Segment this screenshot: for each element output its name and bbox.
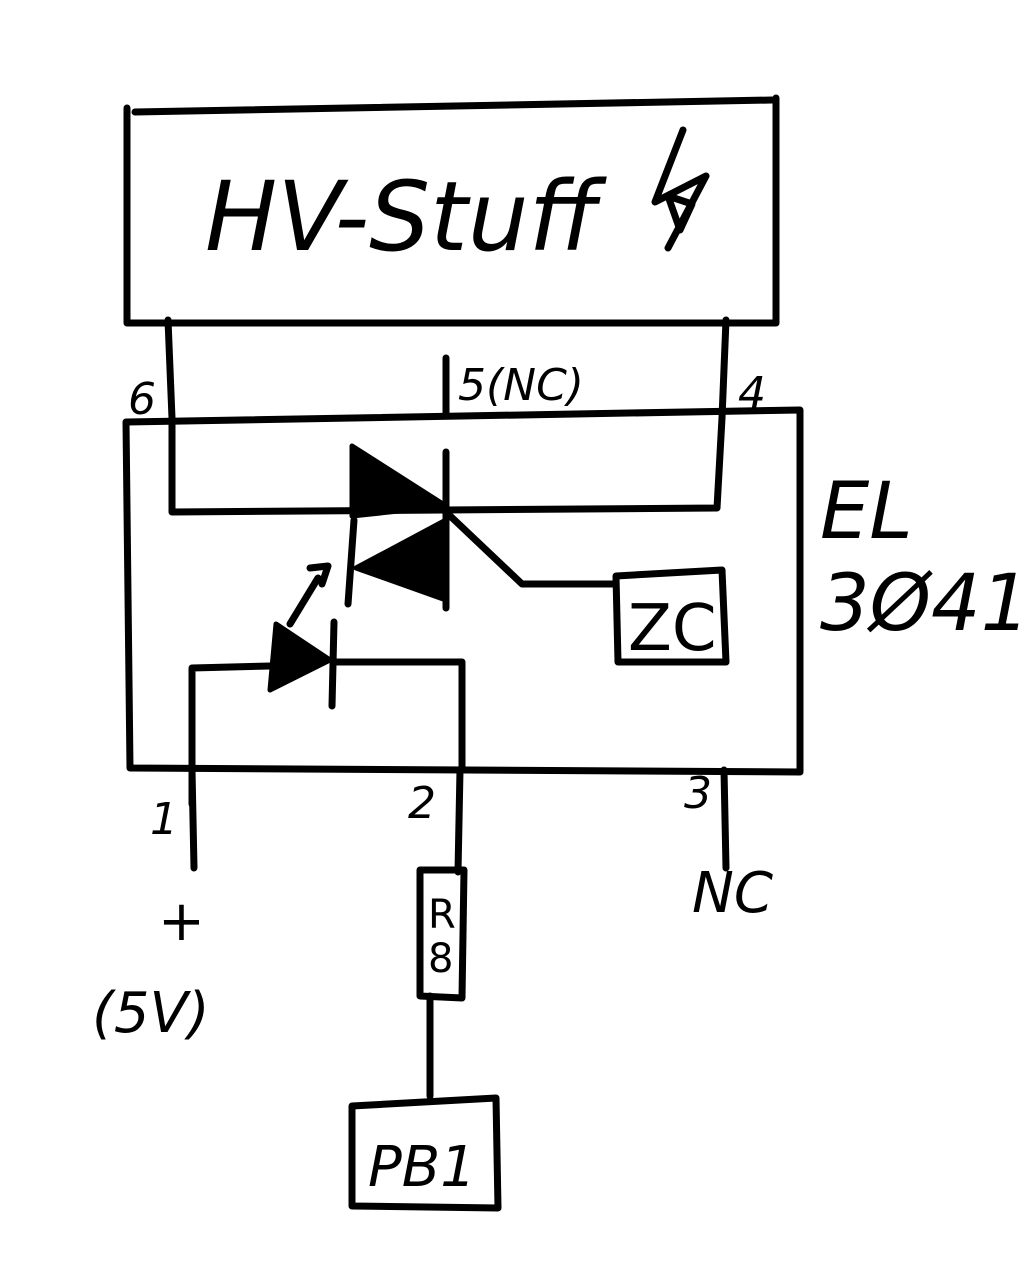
nc-label: NC [692, 861, 773, 926]
chip-name-line2: 3Ø41 [820, 559, 1024, 649]
resistor-label-line2: 8 [428, 936, 453, 982]
chip-outline [122, 406, 804, 776]
pb1-label: PB1 [368, 1135, 476, 1200]
pin-6-label: 6 [128, 374, 156, 425]
zero-cross-box: ZC [612, 566, 730, 666]
resistor-symbol: R 8 [416, 866, 468, 1100]
supply-plus-sign: + [158, 889, 205, 954]
resistor-label-line1: R [428, 892, 456, 938]
supply-voltage-label: (5V) [92, 981, 210, 1046]
hv-stuff-box: HV-Stuff [123, 94, 780, 327]
bottom-wires [188, 766, 730, 876]
zero-cross-label: ZC [628, 592, 717, 666]
lightning-icon [651, 126, 710, 252]
pb1-box: PB1 [348, 1094, 502, 1212]
pin-2-label: 2 [408, 778, 436, 829]
pin-3-label: 3 [684, 768, 712, 819]
pin-5-nc-label: 5(NC) [458, 360, 584, 411]
led-symbol [188, 562, 466, 808]
pin-1-label: 1 [150, 794, 178, 845]
triac-symbol [344, 443, 620, 612]
chip-name-line1: EL [820, 467, 913, 557]
hv-stuff-label: HV-Stuff [205, 161, 608, 273]
